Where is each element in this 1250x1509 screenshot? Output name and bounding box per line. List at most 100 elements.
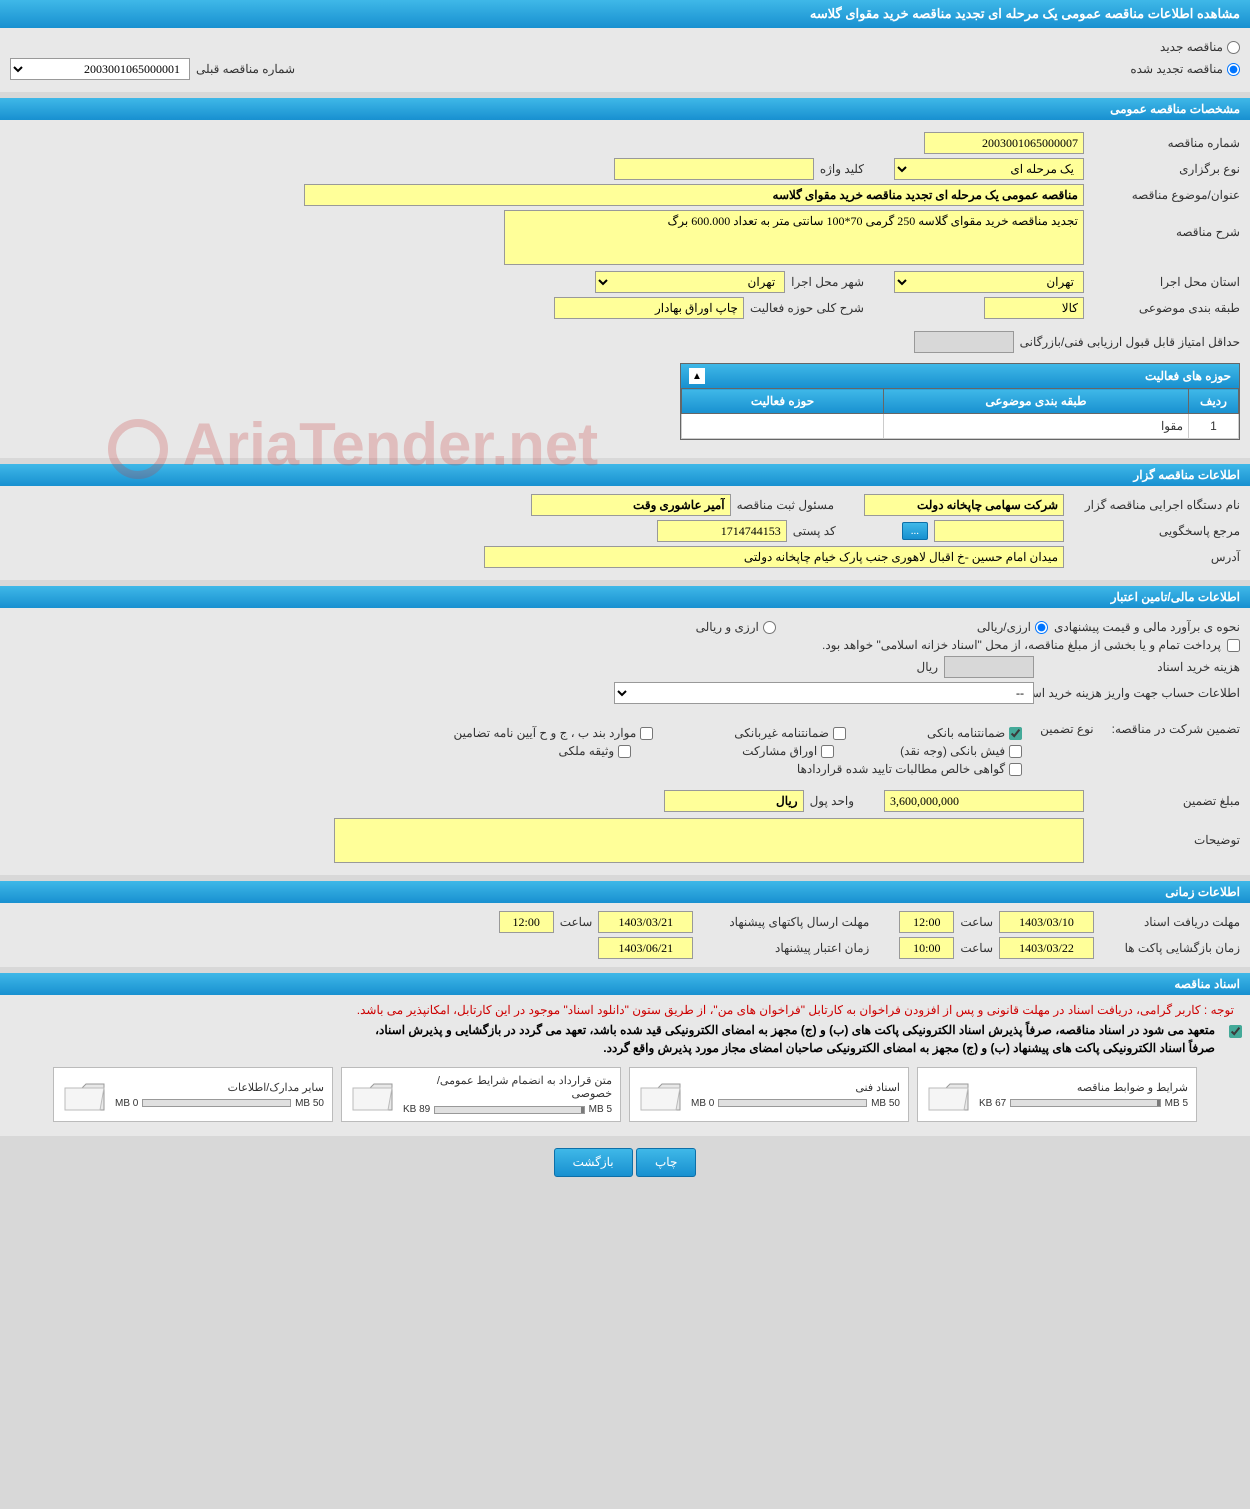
doc-cost-input[interactable] (944, 656, 1034, 678)
est-opt-rial-radio[interactable] (1035, 621, 1048, 634)
guarantee-type-label: نوع تضمین (1040, 722, 1093, 736)
address-label: آدرس (1070, 550, 1240, 564)
radio-renewed-tender[interactable] (1227, 63, 1240, 76)
activity-desc-input[interactable] (554, 297, 744, 319)
activity-panel: حوزه های فعالیت ▲ ردیف طبقه بندی موضوعی … (680, 363, 1240, 440)
doc-card-title: شرایط و ضوابط مناقصه (979, 1081, 1188, 1094)
currency-input[interactable] (664, 790, 804, 812)
registrar-label: مسئول ثبت مناقصه (737, 498, 834, 512)
open-time-date[interactable] (999, 937, 1094, 959)
documents-notice-red: توجه : کاربر گرامی، دریافت اسناد در مهلت… (8, 999, 1242, 1021)
amount-input[interactable] (884, 790, 1084, 812)
province-select[interactable]: تهران (894, 271, 1084, 293)
registrar-input[interactable] (531, 494, 731, 516)
gt-property-text: وثیقه ملکی (559, 744, 615, 758)
open-time-label: زمان بازگشایی پاکت ها (1100, 941, 1240, 955)
activity-panel-collapse-button[interactable]: ▲ (689, 368, 705, 384)
back-button[interactable]: بازگشت (554, 1148, 633, 1177)
receive-deadline-date[interactable] (999, 911, 1094, 933)
doc-card[interactable]: شرایط و ضوابط مناقصه 5 MB 67 KB (917, 1067, 1197, 1122)
doc-card[interactable]: اسناد فنی 50 MB 0 MB (629, 1067, 909, 1122)
est-opt-both-label: ارزی و ریالی (696, 620, 776, 634)
radio-new-tender-text: مناقصه جدید (1160, 40, 1223, 54)
postal-input[interactable] (657, 520, 787, 542)
postal-label: کد پستی (793, 524, 836, 538)
gt-bank-label: ضمانتنامه بانکی (927, 726, 1022, 740)
radio-new-tender[interactable] (1227, 41, 1240, 54)
doc-card-used: 67 KB (979, 1098, 1006, 1109)
desc-textarea[interactable] (504, 210, 1084, 265)
gt-securities-text: اوراق مشارکت (742, 744, 817, 758)
receive-deadline-label: مهلت دریافت اسناد (1100, 915, 1240, 929)
validity-date[interactable] (598, 937, 693, 959)
section-organizer-body: نام دستگاه اجرایی مناقصه گزار مسئول ثبت … (0, 486, 1250, 580)
activity-desc-label: شرح کلی حوزه فعالیت (750, 301, 864, 315)
prev-tender-select[interactable]: 2003001065000001 (10, 58, 190, 80)
doc-progress (718, 1099, 867, 1107)
org-label: نام دستگاه اجرایی مناقصه گزار (1070, 498, 1240, 512)
doc-card-title: سایر مدارک/اطلاعات (115, 1081, 324, 1094)
tender-no-input[interactable] (924, 132, 1084, 154)
treasury-checkbox[interactable] (1227, 639, 1240, 652)
doc-card-total: 5 MB (589, 1104, 612, 1115)
doc-card[interactable]: متن قرارداد به انضمام شرایط عمومی/خصوصی … (341, 1067, 621, 1122)
remarks-textarea[interactable] (334, 818, 1084, 863)
documents-notice-bold1: متعهد می شود در اسناد مناقصه، صرفاً پذیر… (367, 1021, 1223, 1039)
doc-card-title: متن قرارداد به انضمام شرایط عمومی/خصوصی (403, 1074, 612, 1100)
folder-icon (926, 1076, 971, 1114)
desc-label: شرح مناقصه (1090, 210, 1240, 239)
doc-card-used: 0 MB (691, 1098, 714, 1109)
documents-notice-bold2: صرفاً اسناد الکترونیکی پاکت های پیشنهاد … (367, 1039, 1223, 1057)
reply-ref-label: مرجع پاسخگویی (1070, 524, 1240, 538)
gt-nonbank-checkbox[interactable] (833, 727, 846, 740)
gt-bylaw-label: موارد بند ب ، ج و ح آیین نامه تضامین (454, 726, 654, 740)
receive-deadline-time[interactable] (899, 911, 954, 933)
gt-certificate-label: گواهی خالص مطالبات تایید شده قراردادها (797, 762, 1022, 776)
est-opt-both-radio[interactable] (763, 621, 776, 634)
radio-renewed-tender-text: مناقصه تجدید شده (1130, 62, 1223, 76)
est-opt-both-text: ارزی و ریالی (696, 620, 759, 634)
more-button[interactable]: ... (902, 522, 928, 540)
reply-ref-input[interactable] (934, 520, 1064, 542)
send-deadline-time[interactable] (499, 911, 554, 933)
keyword-label: کلید واژه (820, 162, 864, 176)
validity-label: زمان اعتبار پیشنهاد (699, 941, 869, 955)
send-deadline-date[interactable] (598, 911, 693, 933)
holding-type-select[interactable]: یک مرحله ای (894, 158, 1084, 180)
city-select[interactable]: تهران (595, 271, 785, 293)
open-time-time[interactable] (899, 937, 954, 959)
keyword-input[interactable] (614, 158, 814, 180)
est-opt-rial-text: ارزی/ریالی (977, 620, 1031, 634)
activity-cell-field (682, 414, 884, 439)
holding-type-label: نوع برگزاری (1090, 162, 1240, 176)
print-button[interactable]: چاپ (636, 1148, 696, 1177)
gt-bylaw-checkbox[interactable] (640, 727, 653, 740)
folder-icon (350, 1076, 395, 1114)
address-input[interactable] (484, 546, 1064, 568)
est-opt-rial-label: ارزی/ریالی (977, 620, 1048, 634)
activity-th-row: ردیف (1189, 389, 1239, 414)
subject-input[interactable] (304, 184, 1084, 206)
category-input[interactable] (984, 297, 1084, 319)
send-deadline-time-label: ساعت (560, 915, 593, 929)
section-organizer-header: اطلاعات مناقصه گزار (0, 464, 1250, 486)
account-select[interactable]: -- (614, 682, 1034, 704)
documents-agree-checkbox[interactable] (1229, 1025, 1242, 1038)
min-score-label: حداقل امتیاز قابل قبول ارزیابی فنی/بازرگ… (1020, 335, 1240, 349)
activity-cell-category: مقوا (883, 414, 1188, 439)
doc-card[interactable]: سایر مدارک/اطلاعات 50 MB 0 MB (53, 1067, 333, 1122)
gt-bank-checkbox[interactable] (1009, 727, 1022, 740)
gt-certificate-checkbox[interactable] (1009, 763, 1022, 776)
radio-new-tender-label: مناقصه جدید (1160, 40, 1240, 54)
min-score-input[interactable] (914, 331, 1014, 353)
org-input[interactable] (864, 494, 1064, 516)
section-financial-header: اطلاعات مالی/تامین اعتبار (0, 586, 1250, 608)
gt-cash-checkbox[interactable] (1009, 745, 1022, 758)
gt-securities-checkbox[interactable] (821, 745, 834, 758)
activity-th-field: حوزه فعالیت (682, 389, 884, 414)
gt-property-checkbox[interactable] (618, 745, 631, 758)
doc-card-used: 0 MB (115, 1098, 138, 1109)
section-financial-body: نحوه ی برآورد مالی و قیمت پیشنهادی ارزی/… (0, 608, 1250, 875)
doc-card-total: 5 MB (1165, 1098, 1188, 1109)
doc-card-total: 50 MB (871, 1098, 900, 1109)
